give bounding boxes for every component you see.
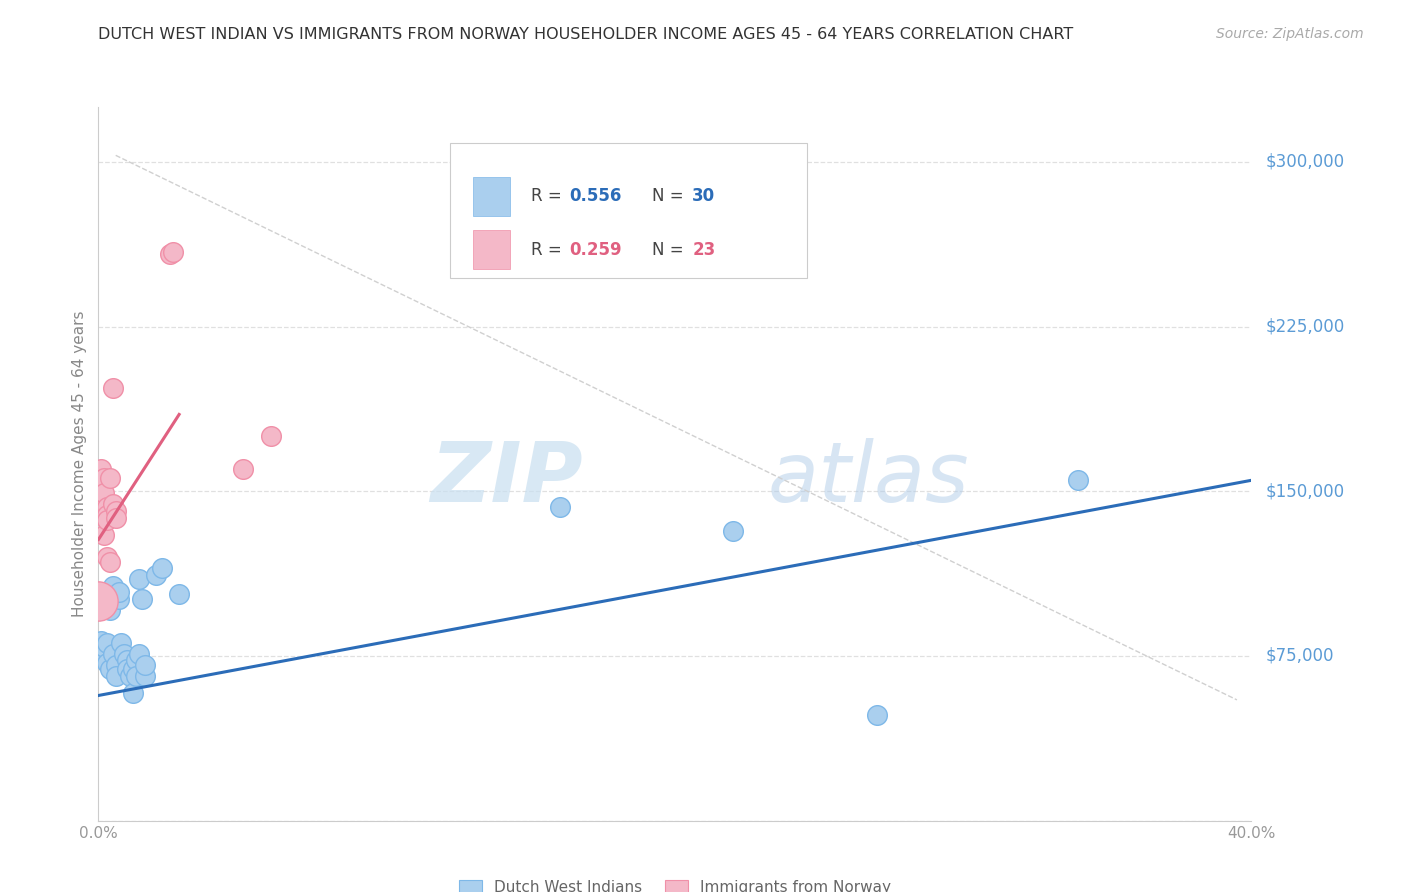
Point — [231, 462, 254, 476]
Point — [90, 484, 112, 499]
Point — [159, 247, 181, 261]
Point — [96, 636, 118, 650]
Point — [721, 524, 744, 538]
Point — [98, 662, 121, 676]
Point — [107, 585, 129, 599]
Point — [131, 591, 153, 606]
Point — [548, 500, 571, 514]
Point — [122, 662, 145, 676]
Text: 0.259: 0.259 — [569, 241, 621, 259]
Point — [90, 508, 112, 523]
Point — [104, 510, 127, 524]
Point — [93, 640, 115, 655]
Point — [90, 473, 112, 487]
Point — [107, 591, 129, 606]
Text: $300,000: $300,000 — [1265, 153, 1344, 171]
Point — [98, 555, 121, 569]
Point — [96, 500, 118, 514]
FancyBboxPatch shape — [450, 143, 807, 278]
Point — [134, 669, 156, 683]
Point — [162, 244, 184, 259]
Point — [125, 653, 148, 667]
Point — [112, 647, 135, 661]
Text: 30: 30 — [692, 187, 716, 205]
Text: Source: ZipAtlas.com: Source: ZipAtlas.com — [1216, 27, 1364, 41]
Point — [90, 498, 112, 512]
Text: $225,000: $225,000 — [1265, 318, 1344, 335]
Point — [101, 498, 124, 512]
Text: $150,000: $150,000 — [1265, 483, 1344, 500]
Point — [145, 567, 167, 582]
Text: DUTCH WEST INDIAN VS IMMIGRANTS FROM NORWAY HOUSEHOLDER INCOME AGES 45 - 64 YEAR: DUTCH WEST INDIAN VS IMMIGRANTS FROM NOR… — [98, 27, 1074, 42]
Text: N =: N = — [652, 187, 689, 205]
Point — [101, 579, 124, 593]
Point — [125, 669, 148, 683]
Point — [98, 471, 121, 485]
Point — [128, 572, 150, 586]
Point — [128, 647, 150, 661]
Point — [96, 508, 118, 523]
Text: atlas: atlas — [768, 438, 969, 518]
Point — [1067, 473, 1090, 487]
Point — [104, 669, 127, 683]
Point — [120, 669, 142, 683]
Point — [104, 657, 127, 672]
Text: R =: R = — [530, 241, 567, 259]
Y-axis label: Householder Income Ages 45 - 64 years: Householder Income Ages 45 - 64 years — [72, 310, 87, 617]
FancyBboxPatch shape — [472, 230, 510, 269]
Point — [93, 648, 115, 663]
Point — [117, 662, 138, 676]
Point — [93, 528, 115, 542]
Point — [101, 381, 124, 395]
Point — [167, 587, 190, 601]
Point — [96, 656, 118, 670]
Point — [93, 486, 115, 500]
Point — [90, 462, 112, 476]
Point — [90, 633, 112, 648]
Text: $75,000: $75,000 — [1265, 647, 1334, 665]
Text: ZIP: ZIP — [430, 438, 582, 518]
FancyBboxPatch shape — [472, 177, 510, 216]
Point — [104, 504, 127, 518]
Legend: Dutch West Indians, Immigrants from Norway: Dutch West Indians, Immigrants from Norw… — [458, 880, 891, 892]
Point — [101, 647, 124, 661]
Text: 0.556: 0.556 — [569, 187, 621, 205]
Point — [122, 686, 145, 700]
Point — [150, 561, 173, 575]
Point — [90, 477, 112, 491]
Point — [134, 657, 156, 672]
Text: R =: R = — [530, 187, 567, 205]
Point — [866, 708, 889, 723]
Text: N =: N = — [652, 241, 689, 259]
Point — [98, 603, 121, 617]
Point — [96, 513, 118, 527]
Point — [87, 594, 110, 608]
Text: 23: 23 — [692, 241, 716, 259]
Point — [260, 429, 283, 443]
Point — [93, 471, 115, 485]
Point — [110, 636, 132, 650]
Point — [96, 550, 118, 565]
Point — [117, 653, 138, 667]
